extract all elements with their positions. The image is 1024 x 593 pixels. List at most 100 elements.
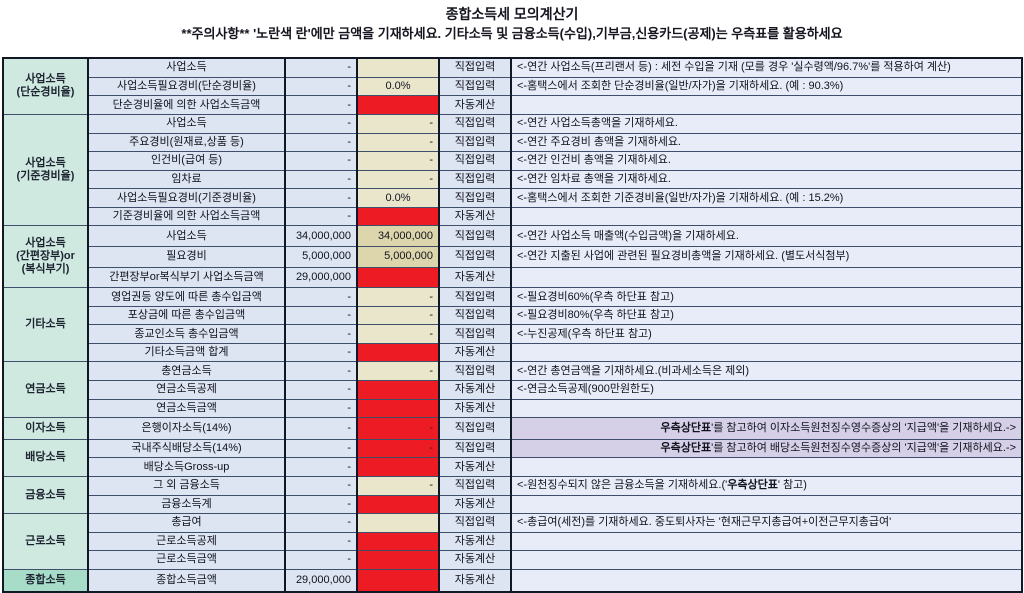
mode-label: 자동계산 — [438, 206, 512, 227]
group-label-line: 사업소득 — [25, 157, 66, 170]
value-cell: - — [284, 188, 358, 208]
mode-label: 직접입력 — [438, 151, 512, 171]
value-cell: - — [284, 475, 358, 496]
amount-input-cell[interactable]: - — [356, 169, 440, 190]
row-label: 포상금에 따른 총수입금액 — [87, 305, 286, 326]
note-text: <-원천징수되지 않은 금융소득을 기재하세요.(' — [517, 479, 728, 492]
note-cell: <-연간 사업소득총액을 기재하세요. — [510, 113, 1023, 134]
value-cell: - — [284, 76, 358, 97]
group-cell: 금융소득 — [2, 475, 89, 515]
amount-input-cell[interactable]: - — [356, 287, 440, 307]
amount-input-cell[interactable]: 34,000,000 — [356, 225, 440, 247]
value-cell: - — [284, 287, 358, 307]
group-cell: 근로소득 — [2, 513, 89, 570]
group-label-line: (복식부기) — [21, 263, 70, 276]
note-text-bold: 우측상단표 — [660, 442, 712, 455]
mode-label: 자동계산 — [438, 494, 512, 515]
value-cell: - — [284, 113, 358, 134]
note-cell — [510, 494, 1023, 515]
row-label: 사업소득필요경비(단순경비율) — [87, 76, 286, 97]
table-row: 연금소득 총연금소득 - - 직접입력 <-연간 총연금액을 기재하세요.(비과세소득은 … — [2, 361, 1023, 419]
value-cell: 29,000,000 — [284, 266, 358, 289]
note-cell — [510, 531, 1023, 552]
mode-label: 직접입력 — [438, 475, 512, 496]
note-text: <-누진공제(우측 하단표 참고) — [517, 327, 652, 340]
page-title: 종합소득세 모의계산기 — [445, 6, 579, 22]
note-cell — [510, 95, 1023, 115]
group-label-line: 근로소득 — [25, 534, 66, 547]
amount-input-cell[interactable]: - — [356, 151, 440, 171]
row-label: 은행이자소득(14%) — [87, 417, 286, 440]
value-cell: - — [284, 438, 358, 459]
group-label-line: 연금소득 — [25, 383, 66, 396]
auto-calc-cell: - — [356, 417, 440, 440]
table-row: 주요경비(원재료,상품 등) - - 직접입력 <-연간 주요경비 총액을 기재하세요. — [3, 132, 1023, 153]
auto-calc-cell — [356, 398, 440, 419]
amount-input-cell[interactable]: 0.0% — [356, 76, 440, 97]
amount-input-cell[interactable]: 0.0% — [356, 188, 440, 208]
mode-label: 직접입력 — [438, 76, 512, 97]
value-cell: 29,000,000 — [284, 568, 358, 593]
table-row: 종합소득 종합소득금액 29,000,000 자동계산 — [2, 568, 1023, 593]
note-text: <-연간 사업소득(프리랜서 등) : 세전 수입을 기재 (모를 경우 '실수… — [517, 61, 951, 74]
mode-label: 자동계산 — [438, 550, 512, 570]
value-cell: - — [284, 417, 358, 440]
note-text: '를 참고하여 이자소득원천징수영수증상의 '지급액'을 기재하세요.-> — [711, 422, 1016, 434]
auto-calc-cell — [356, 531, 440, 552]
amount-input-cell[interactable]: - — [356, 324, 440, 344]
note-text: <-홈택스에서 조회한 단순경비율(일반/자가)을 기재하세요. (예 : 90… — [517, 80, 844, 93]
note-cell — [510, 266, 1023, 289]
row-label: 사업소득필요경비(기준경비율) — [87, 188, 286, 208]
amount-input-cell[interactable]: - — [356, 113, 440, 134]
note-text: <-연간 지출된 사업에 관련된 필요경비총액을 기재하세요. (별도서식첨부) — [517, 250, 850, 263]
amount-input-cell[interactable] — [356, 57, 440, 78]
value-cell: - — [284, 513, 358, 533]
amount-input-cell[interactable]: 5,000,000 — [356, 245, 440, 268]
row-label: 그 외 금융소득 — [87, 475, 286, 496]
auto-calc-cell — [356, 95, 440, 115]
group-label-line: 금융소득 — [25, 488, 66, 501]
income-tax-calculator-table: 사업소득 (단순경비율) 사업소득 - 직접입력 <-연간 사업소득(프리랜서 등) : … — [2, 57, 1023, 593]
note-cell: <-누진공제(우측 하단표 참고) — [510, 324, 1023, 344]
note-text: <-연간 주요경비 총액을 기재하세요. — [517, 135, 681, 148]
table-row: 사업소득필요경비(단순경비율) -0.0% 직접입력 <-홈택스에서 조회한 단순경비… — [3, 76, 1023, 97]
row-label: 임차료 — [87, 169, 286, 190]
note-text: <-연간 임차료 총액을 기재하세요. — [517, 172, 671, 185]
auto-calc-cell — [356, 342, 440, 363]
table-row: 연금소득금액 - 자동계산 — [3, 398, 1023, 419]
amount-input-cell[interactable] — [356, 513, 440, 533]
value-cell: - — [284, 494, 358, 515]
amount-input-cell[interactable]: - — [356, 132, 440, 153]
amount-input-cell[interactable]: - — [356, 475, 440, 496]
note-cell: <-필요경비80%(우측 하단표 참고) — [510, 305, 1023, 326]
mode-label: 직접입력 — [438, 188, 512, 208]
value-cell: - — [284, 457, 358, 477]
group-label-line: 기타소득 — [25, 318, 66, 331]
auto-calc-cell — [356, 457, 440, 477]
row-label: 연금소득금액 — [87, 398, 286, 419]
mode-label: 자동계산 — [438, 342, 512, 363]
group-label-line: 이자소득 — [25, 422, 66, 434]
table-row: 기타소득 영업권등 양도에 따른 총수입금액 - - 직접입력 <-필요경비60%(우측 … — [2, 287, 1023, 363]
table-row: 포상금에 따른 총수입금액 - - 직접입력 <-필요경비80%(우측 하단표 참고) — [3, 305, 1023, 326]
value-cell: - — [284, 342, 358, 363]
table-row: 배당소득 국내주식배당소득(14%) - - 직접입력 우측상단표'를 참고하여 배당소득… — [2, 438, 1023, 477]
amount-input-cell[interactable]: - — [356, 361, 440, 382]
mode-label: 직접입력 — [438, 438, 512, 459]
table-row: 필요경비 5,000,000 5,000,000 직접입력 <-연간 지출된 사업에 관… — [3, 245, 1023, 268]
note-cell — [510, 342, 1023, 363]
page-header: 종합소득세 모의계산기 **주의사항** '노란색 란'에만 금액을 기재하세요… — [0, 0, 1024, 42]
group-label-line: (단순경비율) — [16, 86, 75, 99]
group-label-line: 사업소득 — [25, 237, 66, 250]
value-cell: - — [284, 550, 358, 570]
table-row: 근로소득공제 - 자동계산 — [3, 531, 1023, 552]
table-row: 종교인소득 총수입금액 - - 직접입력 <-누진공제(우측 하단표 참고) — [3, 324, 1023, 344]
table-row: 금융소득계 - 자동계산 — [3, 494, 1023, 515]
note-cell: <-홈택스에서 조회한 단순경비율(일반/자가)을 기재하세요. (예 : 90… — [510, 76, 1023, 97]
row-label: 사업소득 — [87, 113, 286, 134]
value-cell: - — [284, 380, 358, 400]
table-row: 금융소득 그 외 금융소득 - - 직접입력 <-원천징수되지 않은 금융소득을 기재하세… — [2, 475, 1023, 515]
table-row: 이자소득 은행이자소득(14%) - - 직접입력 우측상단표'를 참고하여 이자소득원천… — [2, 417, 1023, 440]
mode-label: 직접입력 — [438, 225, 512, 247]
amount-input-cell[interactable]: - — [356, 305, 440, 326]
